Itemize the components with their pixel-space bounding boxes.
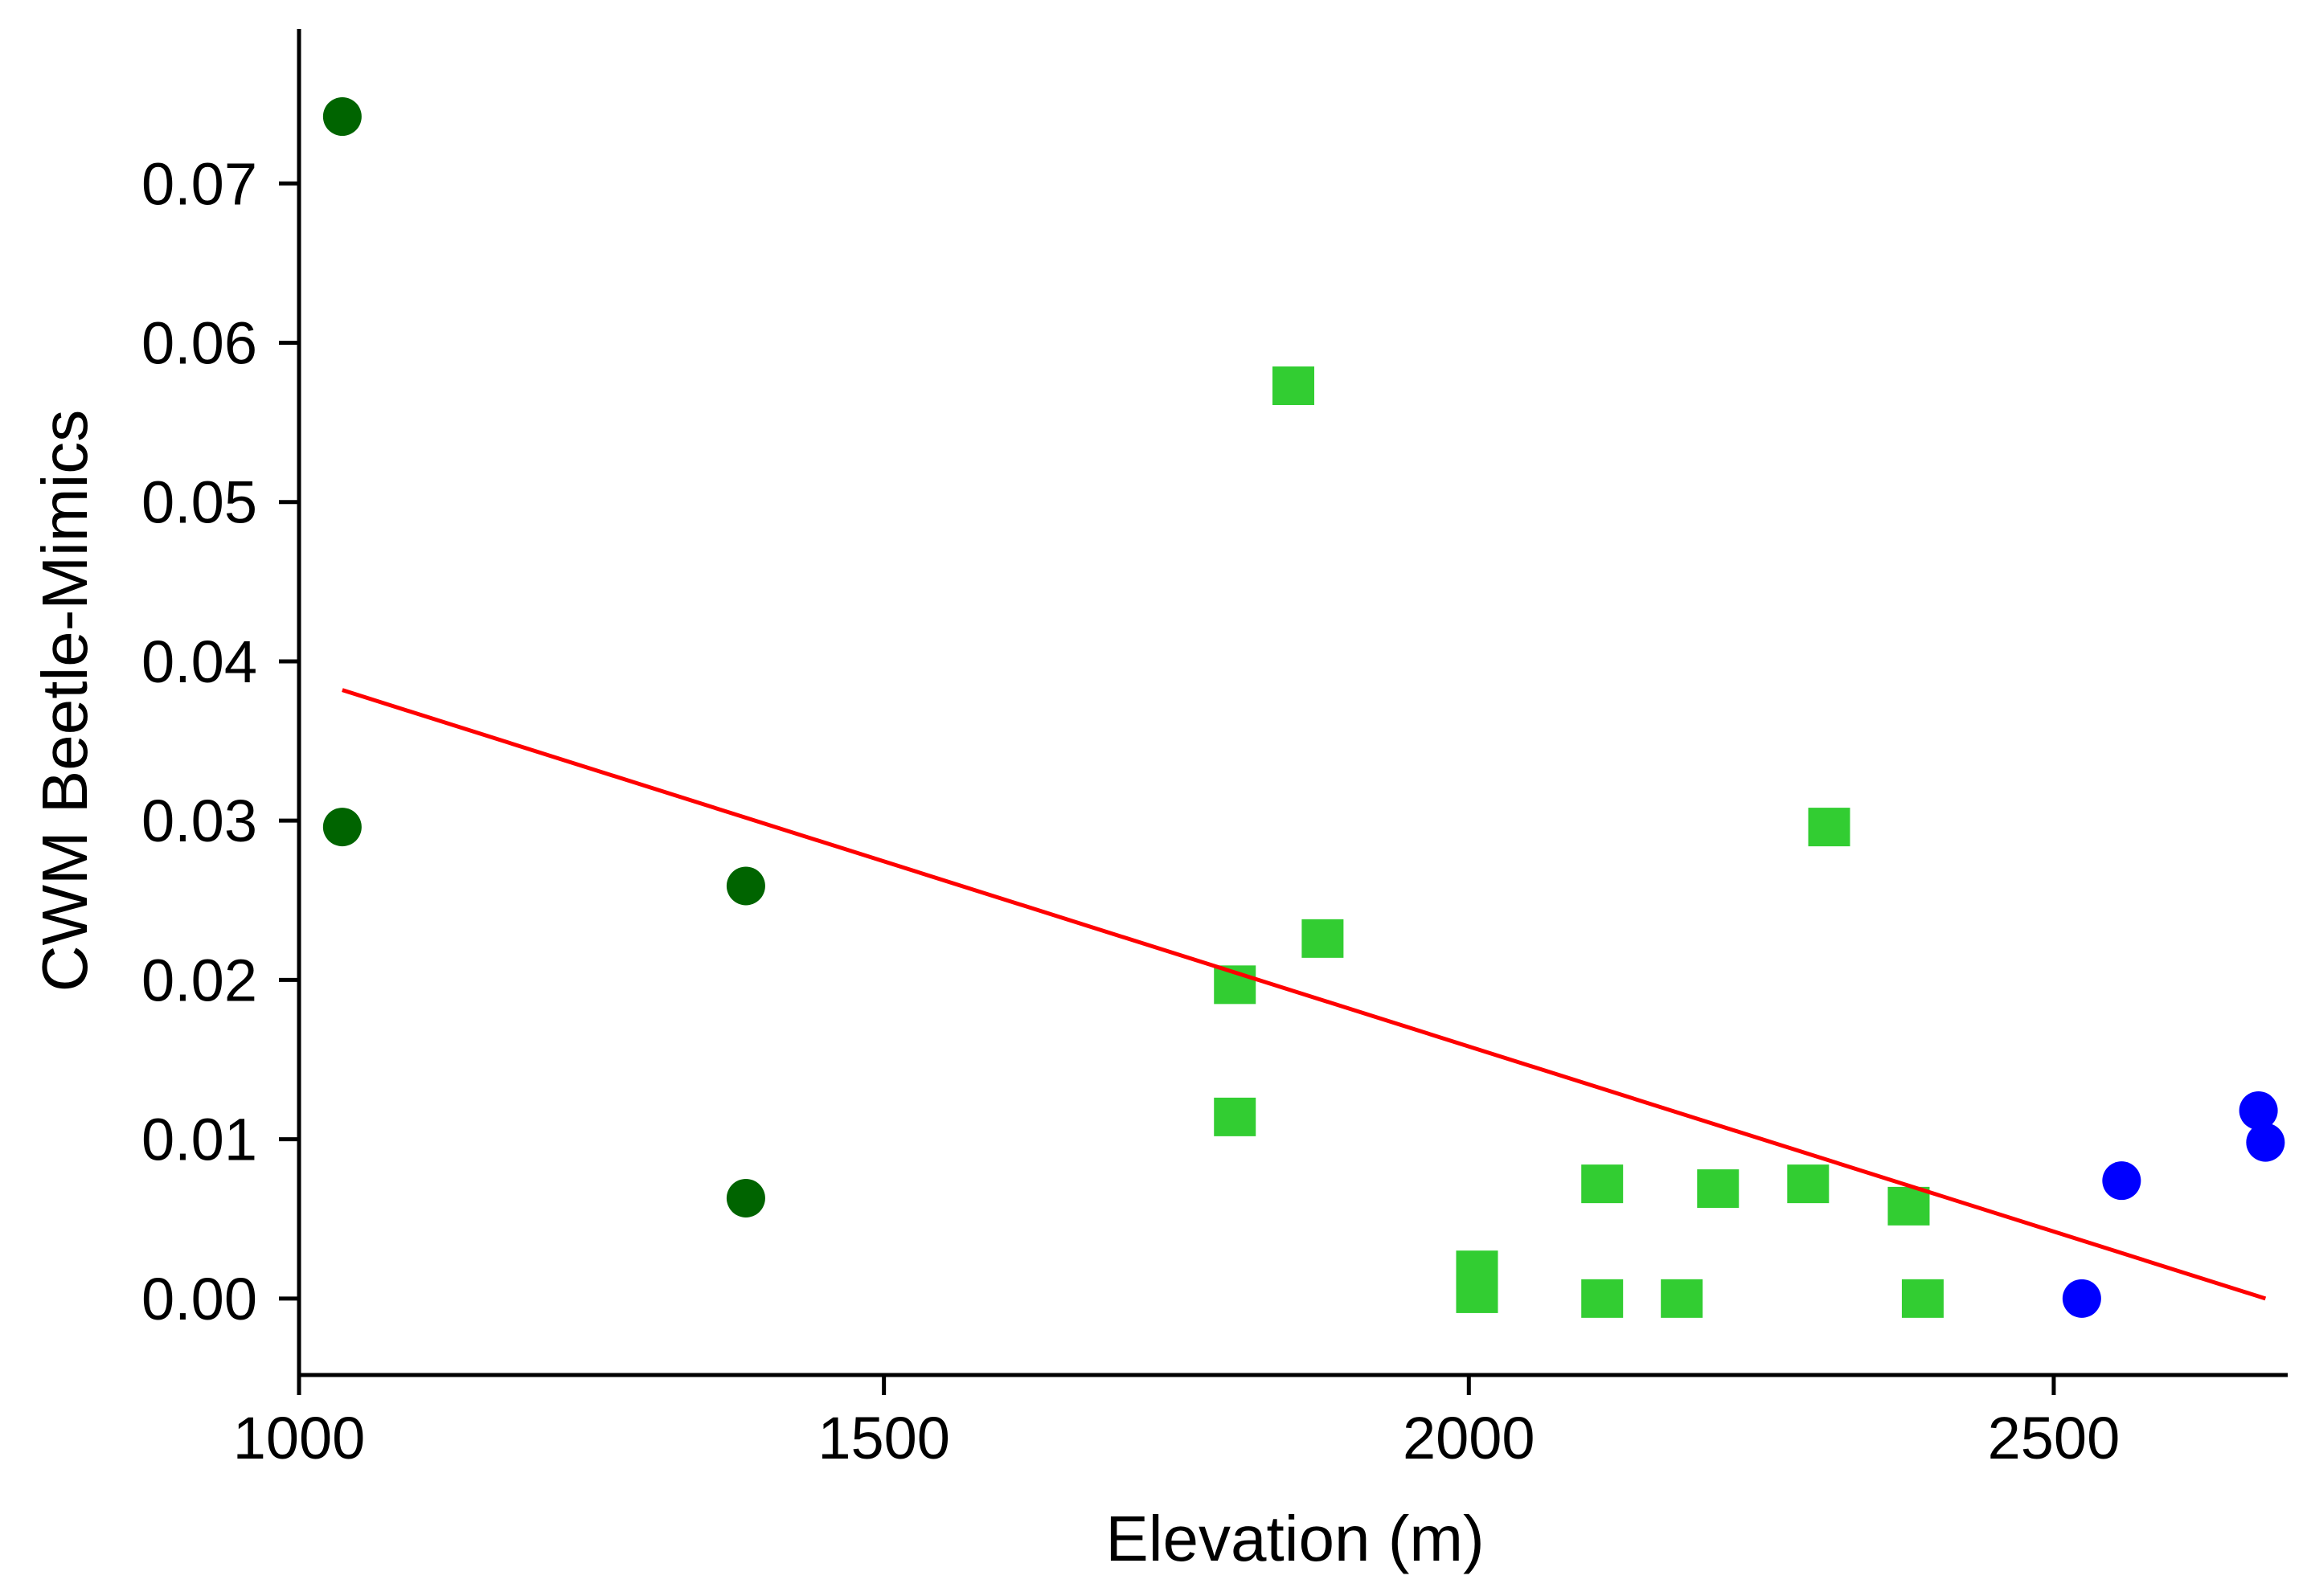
plot-area (322, 97, 2285, 1318)
y-tick-label: 0.04 (141, 628, 257, 695)
data-point-square (1901, 1279, 1944, 1318)
data-point-circle (726, 866, 765, 906)
data-point-square (1272, 366, 1314, 406)
data-point-circle (2102, 1161, 2141, 1201)
data-point-square (1581, 1279, 1624, 1318)
data-point-square (1697, 1169, 1739, 1209)
x-tick-label: 1500 (817, 1405, 950, 1471)
data-point-square (1787, 1164, 1830, 1204)
series-high-elevation (2062, 1091, 2285, 1318)
data-point-square (1301, 919, 1344, 958)
y-axis-label: CWM Beetle-Mimics (29, 410, 100, 992)
data-point-circle (2246, 1123, 2285, 1162)
x-tick-label: 2000 (1403, 1405, 1535, 1471)
data-point-circle (322, 97, 362, 137)
trend-line (342, 688, 2267, 1301)
data-point-square (1887, 1186, 1930, 1226)
x-tick-label: 2500 (1988, 1405, 2121, 1471)
y-tick-label: 0.06 (141, 310, 257, 377)
axes (297, 29, 2288, 1377)
data-point-square (1581, 1164, 1624, 1204)
data-point-square (1456, 1274, 1498, 1313)
y-tick-label: 0.00 (141, 1266, 257, 1332)
series-low-elevation (322, 97, 765, 1217)
y-tick-label: 0.07 (141, 150, 257, 217)
data-point-circle (726, 1178, 765, 1217)
data-point-square (1808, 808, 1850, 847)
data-point-square (1661, 1279, 1703, 1318)
series-mid-elevation (1214, 366, 1944, 1318)
data-point-circle (322, 808, 362, 847)
y-tick-label: 0.05 (141, 469, 257, 536)
x-tick-label: 1000 (233, 1405, 366, 1471)
y-tick-label: 0.01 (141, 1107, 257, 1173)
data-point-square (1214, 1097, 1256, 1136)
x-axis-label: Elevation (m) (1105, 1503, 1484, 1574)
y-tick-label: 0.02 (141, 947, 257, 1013)
data-point-circle (2062, 1279, 2101, 1318)
axis-ticks: 1000 1500 2000 2500 0.00 0.01 0.02 0.03 0.04 0.05… (141, 150, 2120, 1471)
y-tick-label: 0.03 (141, 788, 257, 854)
data-point-circle (2239, 1091, 2278, 1130)
